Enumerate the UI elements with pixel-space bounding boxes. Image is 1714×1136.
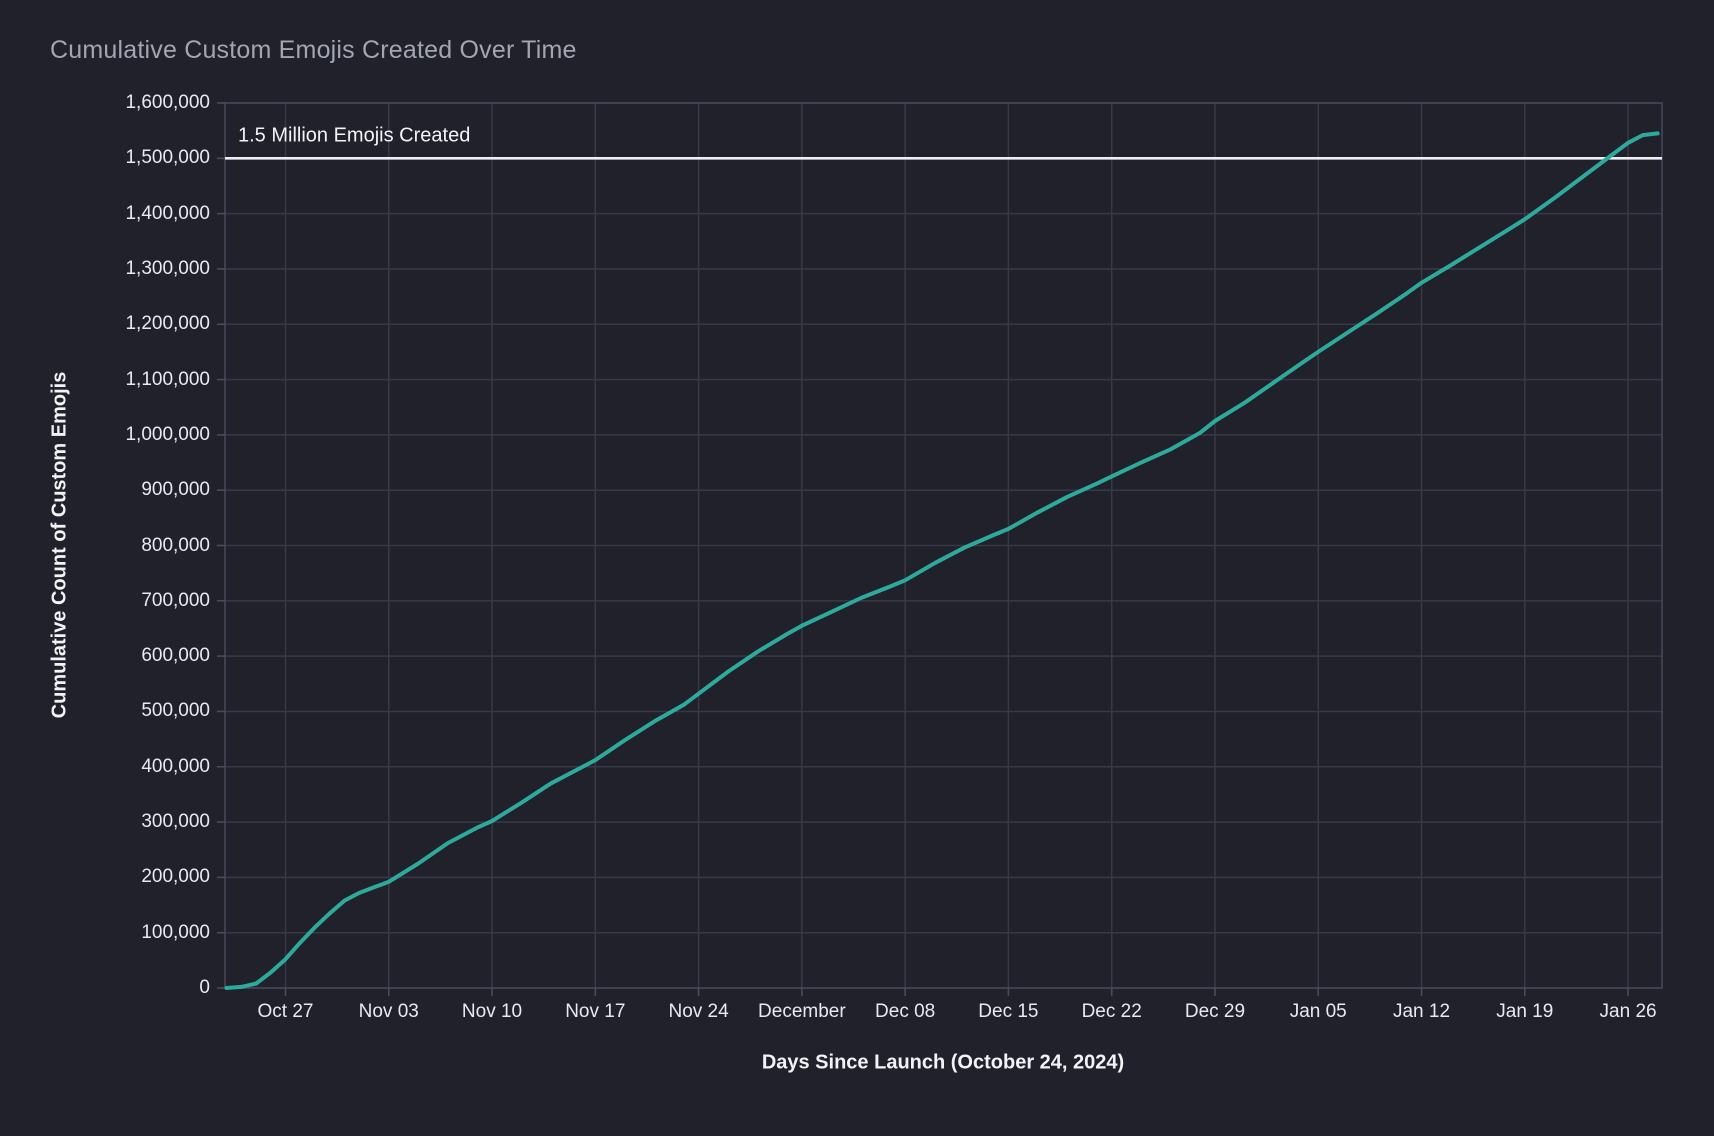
x-tick-label: Oct 27 [257,1001,314,1022]
x-tick-label: Dec 15 [978,1001,1039,1022]
y-tick-label: 100,000 [141,921,210,943]
x-tick-label: Dec 22 [1081,1001,1142,1022]
y-tick-label: 900,000 [141,479,210,501]
y-tick-label: 1,000,000 [125,423,210,445]
x-axis-title: Days Since Launch (October 24, 2024) [761,1051,1125,1074]
y-tick-label: 1,100,000 [125,368,210,390]
y-tick-label: 1,300,000 [125,257,210,279]
x-tick-label: Jan 12 [1392,1001,1451,1022]
y-tick-label: 700,000 [141,589,210,611]
cumulative-emojis-line[interactable] [224,131,1660,990]
y-tick-label: 0 [199,977,210,998]
y-tick-label: 600,000 [141,645,210,667]
y-tick-label: 800,000 [141,534,210,556]
reference-line-annotation: 1.5 Million Emojis Created [238,124,471,147]
x-tick-label: Nov 03 [358,1001,419,1022]
x-tick-label: Nov 24 [668,1001,729,1022]
y-tick-label: 1,400,000 [125,202,210,224]
x-tick-label: Jan 19 [1496,1001,1554,1022]
y-tick-label: 400,000 [141,755,210,777]
x-tick-label: Dec 08 [875,1001,936,1022]
x-tick-label: Jan 26 [1599,1001,1657,1022]
y-tick-label: 200,000 [141,866,210,888]
x-tick-label: Jan 05 [1289,1001,1347,1022]
x-tick-label: Dec 29 [1184,1001,1246,1022]
y-tick-label: 500,000 [141,700,210,722]
y-tick-label: 300,000 [141,811,210,833]
y-tick-label: 1,600,000 [125,92,210,113]
x-tick-label: December [758,1001,846,1022]
y-tick-label: 1,200,000 [125,313,210,335]
y-tick-label: 1,500,000 [125,147,210,169]
chart-title: Cumulative Custom Emojis Created Over Ti… [50,36,577,64]
x-tick-label: Nov 17 [565,1001,626,1022]
x-tick-label: Nov 10 [461,1001,523,1022]
